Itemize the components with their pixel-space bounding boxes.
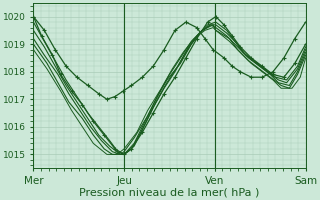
X-axis label: Pression niveau de la mer( hPa ): Pression niveau de la mer( hPa )	[79, 187, 260, 197]
